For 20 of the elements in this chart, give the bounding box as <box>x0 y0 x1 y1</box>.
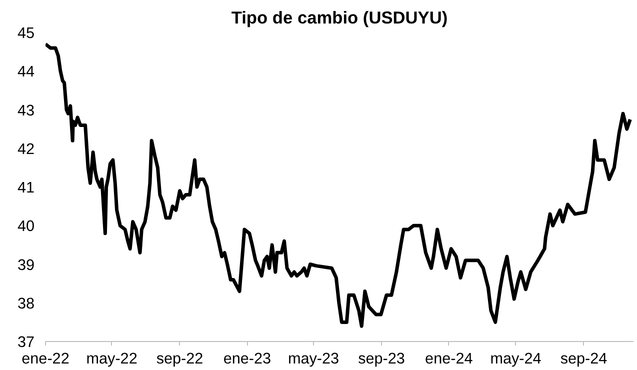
x-tick-label: may-23 <box>288 350 340 368</box>
y-tick-label: 41 <box>17 180 35 196</box>
x-tick-label: may-24 <box>490 350 542 368</box>
x-tick-label: ene-24 <box>425 350 474 368</box>
y-tick-label: 44 <box>17 64 35 81</box>
y-tick-label: 38 <box>17 295 35 312</box>
x-tick-label: sep-24 <box>560 350 608 368</box>
x-tick-label: ene-23 <box>223 350 272 368</box>
y-tick-label: 45 <box>17 25 35 42</box>
y-tick-label: 42 <box>17 140 35 158</box>
y-tick-label: 39 <box>17 256 35 274</box>
x-tick-label: ene-22 <box>22 350 70 368</box>
x-tick-label: may-22 <box>86 350 138 368</box>
y-tick-label: 40 <box>17 218 35 236</box>
y-tick-label: 37 <box>17 334 35 351</box>
x-tick-label: sep-23 <box>358 350 405 368</box>
x-tick-label: sep-22 <box>156 350 204 368</box>
y-tick-label: 43 <box>17 102 35 120</box>
chart-title: Tipo de cambio (USDUYU) <box>231 8 448 28</box>
line-series <box>46 42 632 328</box>
